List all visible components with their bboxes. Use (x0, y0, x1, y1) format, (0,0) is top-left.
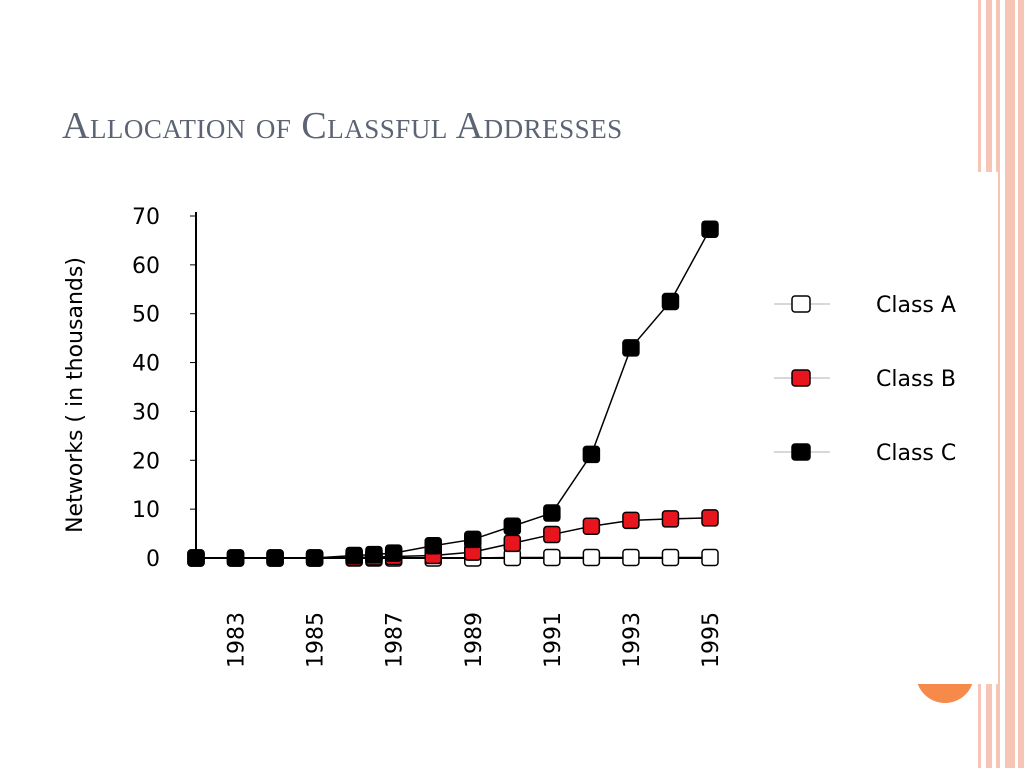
y-axis-label: Networks ( in thousands) (63, 257, 88, 533)
data-point-class-c (701, 220, 719, 238)
edge-stripe-4 (1005, 0, 1015, 768)
data-point-class-c (622, 339, 640, 357)
legend-label-class-c: Class C (876, 441, 956, 466)
data-point-class-c (582, 445, 601, 464)
data-point-class-c (384, 544, 403, 562)
data-point-class-b (661, 510, 680, 528)
data-point-class-b (582, 517, 601, 535)
data-point-class-a (582, 548, 601, 567)
y-tick-label: 10 (132, 498, 160, 523)
series-line-class-c (196, 228, 711, 559)
legend-label-class-b: Class B (876, 367, 956, 392)
line-chart: 0 10 20 30 40 50 60 70 1983 1985 1987 1989 1991 1993 1… (63, 205, 956, 668)
data-point-class-c (543, 504, 561, 522)
x-tick-label: 1993 (620, 612, 645, 668)
x-tick-label: 1985 (304, 612, 329, 668)
legend-marker-class-c (791, 443, 811, 461)
x-tick-label: 1987 (383, 612, 408, 668)
y-tick-label: 60 (132, 254, 160, 279)
x-tick-label: 1983 (225, 612, 250, 668)
data-point-class-a (661, 548, 680, 567)
data-point-class-b (503, 534, 522, 553)
data-point-class-c (187, 549, 205, 567)
data-point-class-c (424, 537, 442, 555)
legend-marker-class-a (791, 295, 811, 313)
data-point-class-c (266, 549, 284, 567)
slide-title: Allocation of Classful Addresses (62, 105, 623, 147)
y-tick-label: 70 (132, 205, 160, 230)
data-point-class-b (701, 509, 719, 527)
edge-stripe-3 (996, 0, 1000, 768)
data-point-class-c (345, 546, 363, 565)
data-point-class-c (226, 549, 245, 567)
data-point-class-a (701, 548, 719, 567)
data-point-class-c (464, 530, 482, 549)
y-tick-label: 0 (146, 547, 160, 572)
data-point-class-b (622, 511, 640, 530)
data-point-class-b (543, 525, 561, 544)
data-point-class-c (661, 292, 680, 311)
y-tick-label: 50 (132, 303, 160, 328)
x-tick-label: 1989 (462, 612, 487, 668)
data-point-class-c (305, 549, 324, 567)
x-tick-label: 1991 (541, 612, 566, 668)
edge-stripe-5 (1018, 0, 1024, 768)
data-point-class-c (503, 517, 522, 535)
y-tick-label: 20 (132, 449, 160, 474)
y-tick-label: 30 (132, 400, 160, 425)
y-tick-label: 40 (132, 352, 160, 377)
data-point-class-a (543, 548, 561, 567)
data-point-class-a (622, 548, 640, 567)
legend-marker-class-b (791, 369, 811, 387)
x-tick-label: 1995 (699, 612, 724, 668)
chart-panel: 0 10 20 30 40 50 60 70 1983 1985 1987 1989 1991 1993 1… (40, 172, 998, 684)
data-point-class-c (365, 545, 383, 564)
legend-label-class-a: Class A (876, 293, 956, 318)
